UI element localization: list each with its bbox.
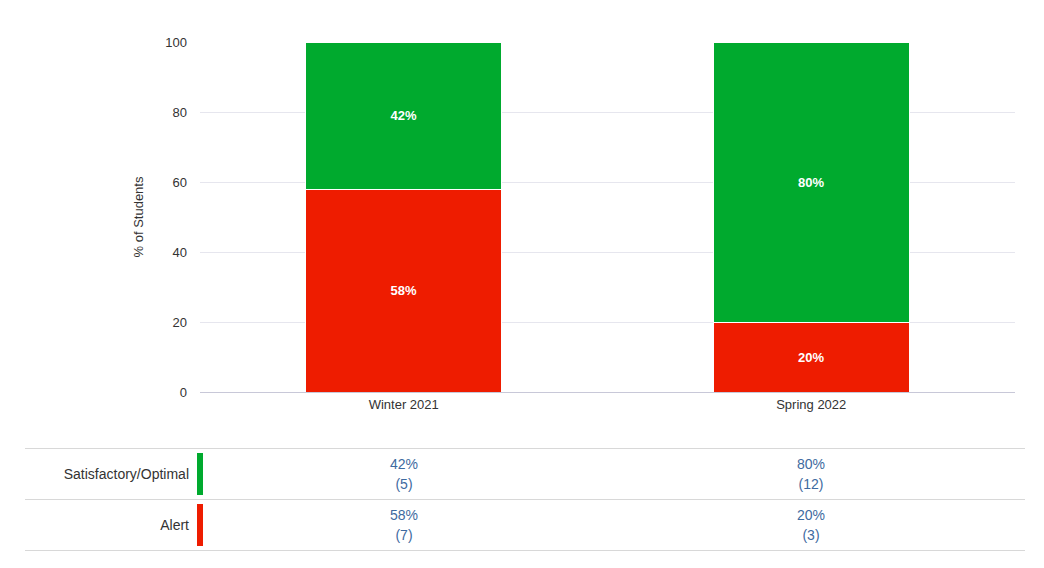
svg-text:40: 40 [173, 245, 187, 260]
html-text:20%: 20% [797, 507, 825, 523]
svg-text:42%: 42% [391, 108, 417, 123]
html-text:58%: 58% [390, 507, 418, 523]
html-text:42%: 42% [390, 456, 418, 472]
html-text:(12): (12) [798, 476, 824, 492]
html-text:80%: 80% [797, 456, 825, 472]
html-text:Alert: Alert [160, 517, 189, 533]
svg-text:20%: 20% [798, 350, 824, 365]
html-text:(7): (7) [395, 527, 413, 543]
html-text:Satisfactory/Optimal: Satisfactory/Optimal [63, 466, 189, 482]
html-text:(5): (5) [395, 476, 413, 492]
svg-text:100: 100 [165, 35, 187, 50]
svg-text:Winter 2021: Winter 2021 [369, 397, 439, 412]
svg-text:% of Students: % of Students [131, 176, 146, 257]
svg-text:80%: 80% [798, 175, 824, 190]
svg-text:0: 0 [180, 385, 187, 400]
svg-text:80: 80 [173, 105, 187, 120]
svg-text:60: 60 [173, 175, 187, 190]
svg-text:Spring 2022: Spring 2022 [776, 397, 846, 412]
svg-text:58%: 58% [391, 283, 417, 298]
html-text:(3): (3) [802, 527, 820, 543]
svg-text:20: 20 [173, 315, 187, 330]
